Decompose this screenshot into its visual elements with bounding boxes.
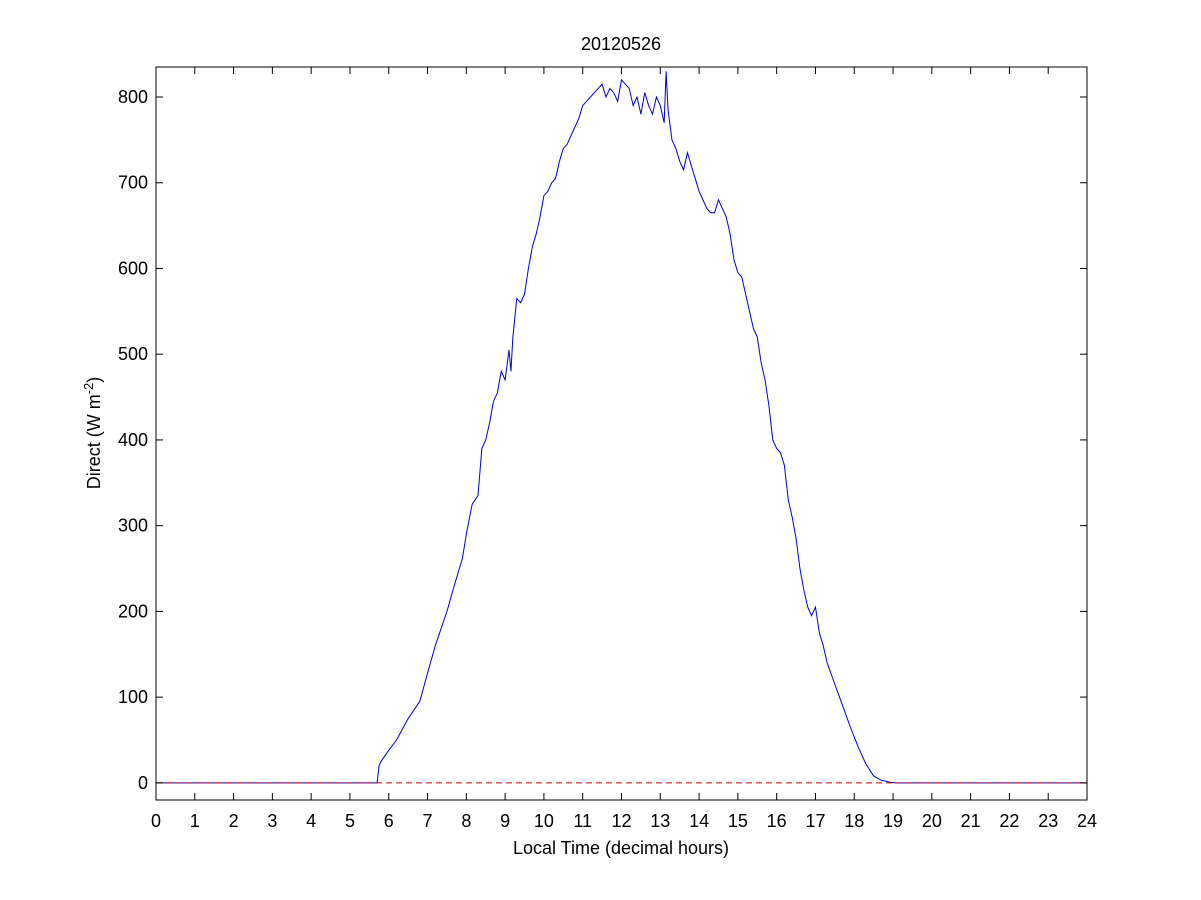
plot-area	[156, 67, 1087, 800]
y-tick-label: 200	[118, 601, 148, 621]
x-tick-label: 7	[423, 811, 433, 831]
ticks-layer: 0 1 2 3 4 5 6 7 8 9 10 11 12 13 14 15 16 17 18 19 20 21 22 23 24…	[118, 67, 1097, 831]
series-layer	[156, 71, 1087, 784]
x-axis-title: Local Time (decimal hours)	[513, 838, 729, 858]
y-tick-label: 800	[118, 87, 148, 107]
x-tick-label: 20	[922, 811, 942, 831]
y-axis-title: Direct (W m-2)	[81, 377, 104, 490]
x-tick-label: 10	[534, 811, 554, 831]
x-tick-label: 0	[151, 811, 161, 831]
x-tick-label: 3	[267, 811, 277, 831]
y-tick-label: 500	[118, 344, 148, 364]
x-tick-label: 24	[1077, 811, 1097, 831]
x-tick-label: 8	[461, 811, 471, 831]
x-tick-label: 5	[345, 811, 355, 831]
x-tick-label: 17	[805, 811, 825, 831]
x-tick-label: 14	[689, 811, 709, 831]
y-tick-label: 600	[118, 258, 148, 278]
y-tick-label: 0	[138, 773, 148, 793]
series-line-1	[156, 71, 1087, 784]
y-tick-label: 700	[118, 173, 148, 193]
y-tick-label: 400	[118, 430, 148, 450]
y-tick-label: 300	[118, 516, 148, 536]
x-tick-label: 6	[384, 811, 394, 831]
x-tick-label: 15	[728, 811, 748, 831]
x-tick-label: 19	[883, 811, 903, 831]
y-axis-title-main: Direct (W m	[84, 394, 104, 489]
y-axis-title-superscript: -2	[81, 383, 96, 395]
x-tick-label: 23	[1038, 811, 1058, 831]
x-tick-label: 12	[611, 811, 631, 831]
x-tick-label: 2	[229, 811, 239, 831]
x-tick-label: 4	[306, 811, 316, 831]
x-tick-label: 11	[573, 811, 592, 831]
x-tick-label: 22	[999, 811, 1019, 831]
x-tick-label: 9	[500, 811, 510, 831]
chart-title: 20120526	[581, 34, 661, 54]
y-tick-label: 100	[118, 687, 148, 707]
x-tick-label: 13	[650, 811, 670, 831]
x-tick-label: 1	[190, 811, 200, 831]
x-tick-label: 18	[844, 811, 864, 831]
x-tick-label: 21	[961, 811, 981, 831]
x-tick-label: 16	[767, 811, 787, 831]
y-axis-title-close: )	[84, 377, 104, 383]
